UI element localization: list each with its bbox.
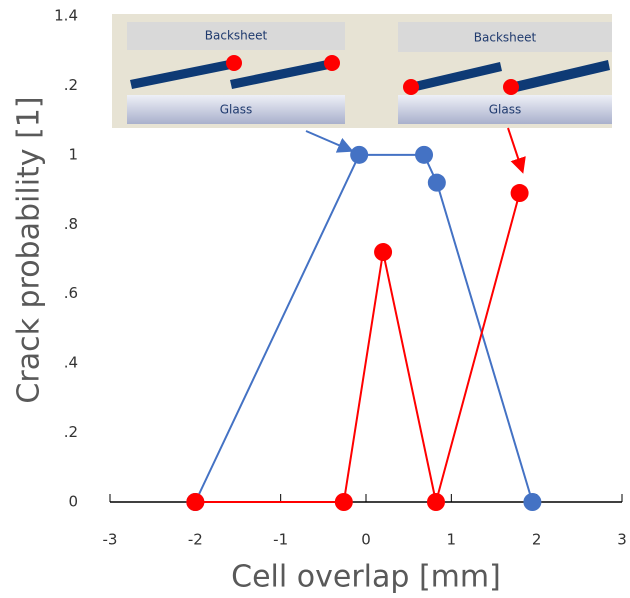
y-tick-label: .6 <box>64 284 78 302</box>
backsheet <box>127 22 345 50</box>
series-line <box>195 192 521 503</box>
data-point <box>186 493 205 511</box>
arrow <box>305 130 354 153</box>
crack-point <box>403 79 419 95</box>
x-tick-label: 3 <box>617 531 627 549</box>
y-tick-label: .4 <box>64 354 78 372</box>
data-point <box>415 145 434 164</box>
x-tick-label: 1 <box>447 531 457 549</box>
crack-point <box>503 79 519 95</box>
data-point <box>426 493 445 511</box>
y-tick-label: 0 <box>68 493 78 511</box>
data-point <box>374 243 393 262</box>
x-tick-label: 0 <box>361 531 371 549</box>
inset-label: Glass <box>489 103 522 117</box>
arrow <box>507 127 526 174</box>
data-point <box>427 173 446 192</box>
x-tick-label: -3 <box>103 531 118 549</box>
data-point <box>350 145 369 164</box>
x-tick-label: 2 <box>532 531 542 549</box>
cell <box>410 62 502 92</box>
data-point <box>523 493 542 511</box>
glass <box>127 95 345 124</box>
backsheet <box>398 22 612 52</box>
y-tick-label: .2 <box>64 76 78 94</box>
series-line <box>194 153 534 503</box>
plot-area: -3 -2 -1 0 1 2 3 0 .2 .4 .6 .8 1 .2 1.4 Cell overlap [m… <box>12 7 627 595</box>
y-tick-label: .8 <box>64 215 78 233</box>
x-tick-label: -1 <box>273 531 288 549</box>
inset-label: Backsheet <box>474 31 537 45</box>
y-axis-label: Crack probability [1] <box>12 96 47 403</box>
y-tick-label: 1.4 <box>54 7 78 25</box>
cell <box>510 60 610 93</box>
inset-label: Glass <box>220 103 253 117</box>
crack-point <box>324 55 340 71</box>
inset-label: Backsheet <box>205 29 268 43</box>
glass <box>398 95 612 124</box>
cell <box>230 59 334 89</box>
y-tick-label: 1 <box>68 145 78 163</box>
data-point <box>510 184 529 203</box>
x-axis-label: Cell overlap [mm] <box>231 560 501 595</box>
crack-point <box>226 55 242 71</box>
cell <box>130 59 236 89</box>
y-tick-label: .2 <box>64 423 78 441</box>
inset-diagram: Backsheet Glass Backsheet Glass <box>112 14 612 174</box>
data-point <box>334 493 353 511</box>
x-tick-label: -2 <box>188 531 203 549</box>
